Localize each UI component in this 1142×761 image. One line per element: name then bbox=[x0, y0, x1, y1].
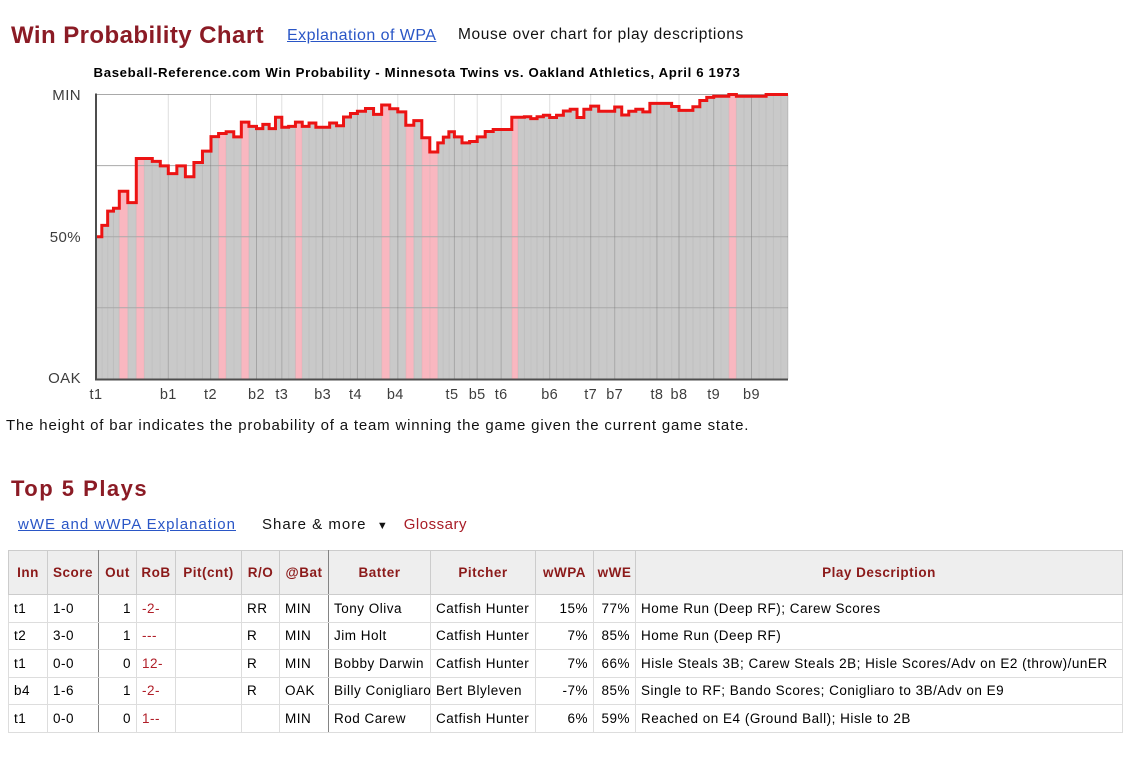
svg-text:b2: b2 bbox=[248, 387, 265, 403]
svg-text:50%: 50% bbox=[50, 229, 81, 246]
svg-text:t3: t3 bbox=[275, 387, 288, 403]
svg-text:Baseball-Reference.com Win Pro: Baseball-Reference.com Win Probability -… bbox=[94, 65, 741, 80]
svg-text:b1: b1 bbox=[160, 387, 177, 403]
svg-text:b7: b7 bbox=[606, 387, 623, 403]
svg-text:b6: b6 bbox=[541, 387, 558, 403]
svg-text:MIN: MIN bbox=[52, 87, 81, 104]
svg-text:b5: b5 bbox=[469, 387, 486, 403]
svg-text:t9: t9 bbox=[707, 387, 720, 403]
svg-text:t5: t5 bbox=[446, 387, 459, 403]
svg-text:t4: t4 bbox=[349, 387, 362, 403]
svg-text:t1: t1 bbox=[90, 387, 103, 403]
svg-text:b4: b4 bbox=[387, 387, 404, 403]
svg-text:OAK: OAK bbox=[48, 370, 81, 387]
svg-text:b9: b9 bbox=[743, 387, 760, 403]
svg-text:t7: t7 bbox=[584, 387, 597, 403]
svg-text:b8: b8 bbox=[671, 387, 688, 403]
svg-text:t2: t2 bbox=[204, 387, 217, 403]
svg-text:t6: t6 bbox=[495, 387, 508, 403]
svg-text:b3: b3 bbox=[314, 387, 331, 403]
svg-text:t8: t8 bbox=[650, 387, 663, 403]
